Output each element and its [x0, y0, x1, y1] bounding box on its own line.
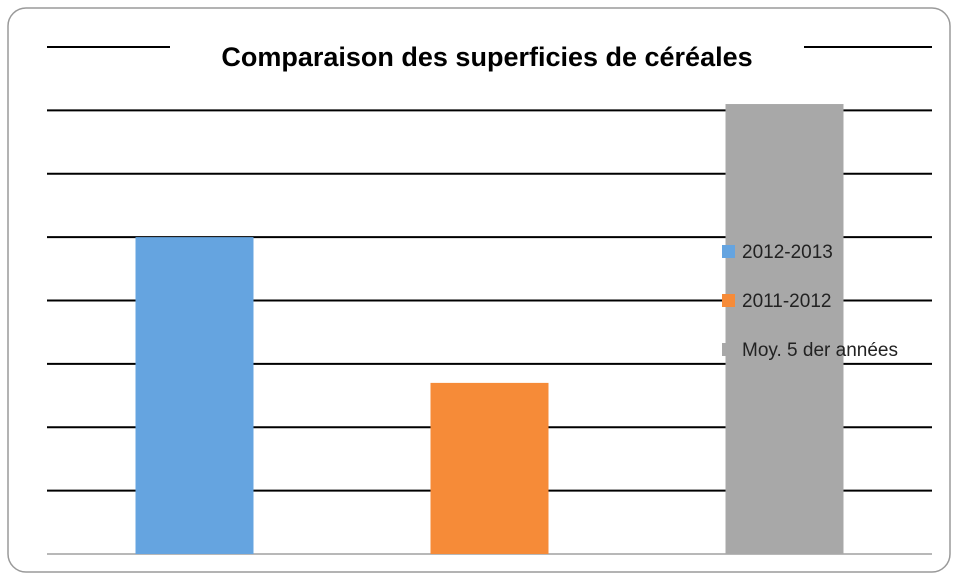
legend-label: 2012-2013	[742, 242, 833, 263]
bar	[725, 104, 844, 554]
chart-title: Comparaison des superficies de céréales	[221, 42, 752, 72]
legend-swatch	[722, 343, 735, 356]
legend-swatch	[722, 245, 735, 258]
legend-label: 2011-2012	[742, 291, 831, 312]
bar	[135, 237, 254, 554]
legend-label: Moy. 5 der années	[742, 340, 898, 361]
legend-swatch	[722, 294, 735, 307]
title-background	[170, 36, 804, 80]
bar	[430, 382, 549, 554]
